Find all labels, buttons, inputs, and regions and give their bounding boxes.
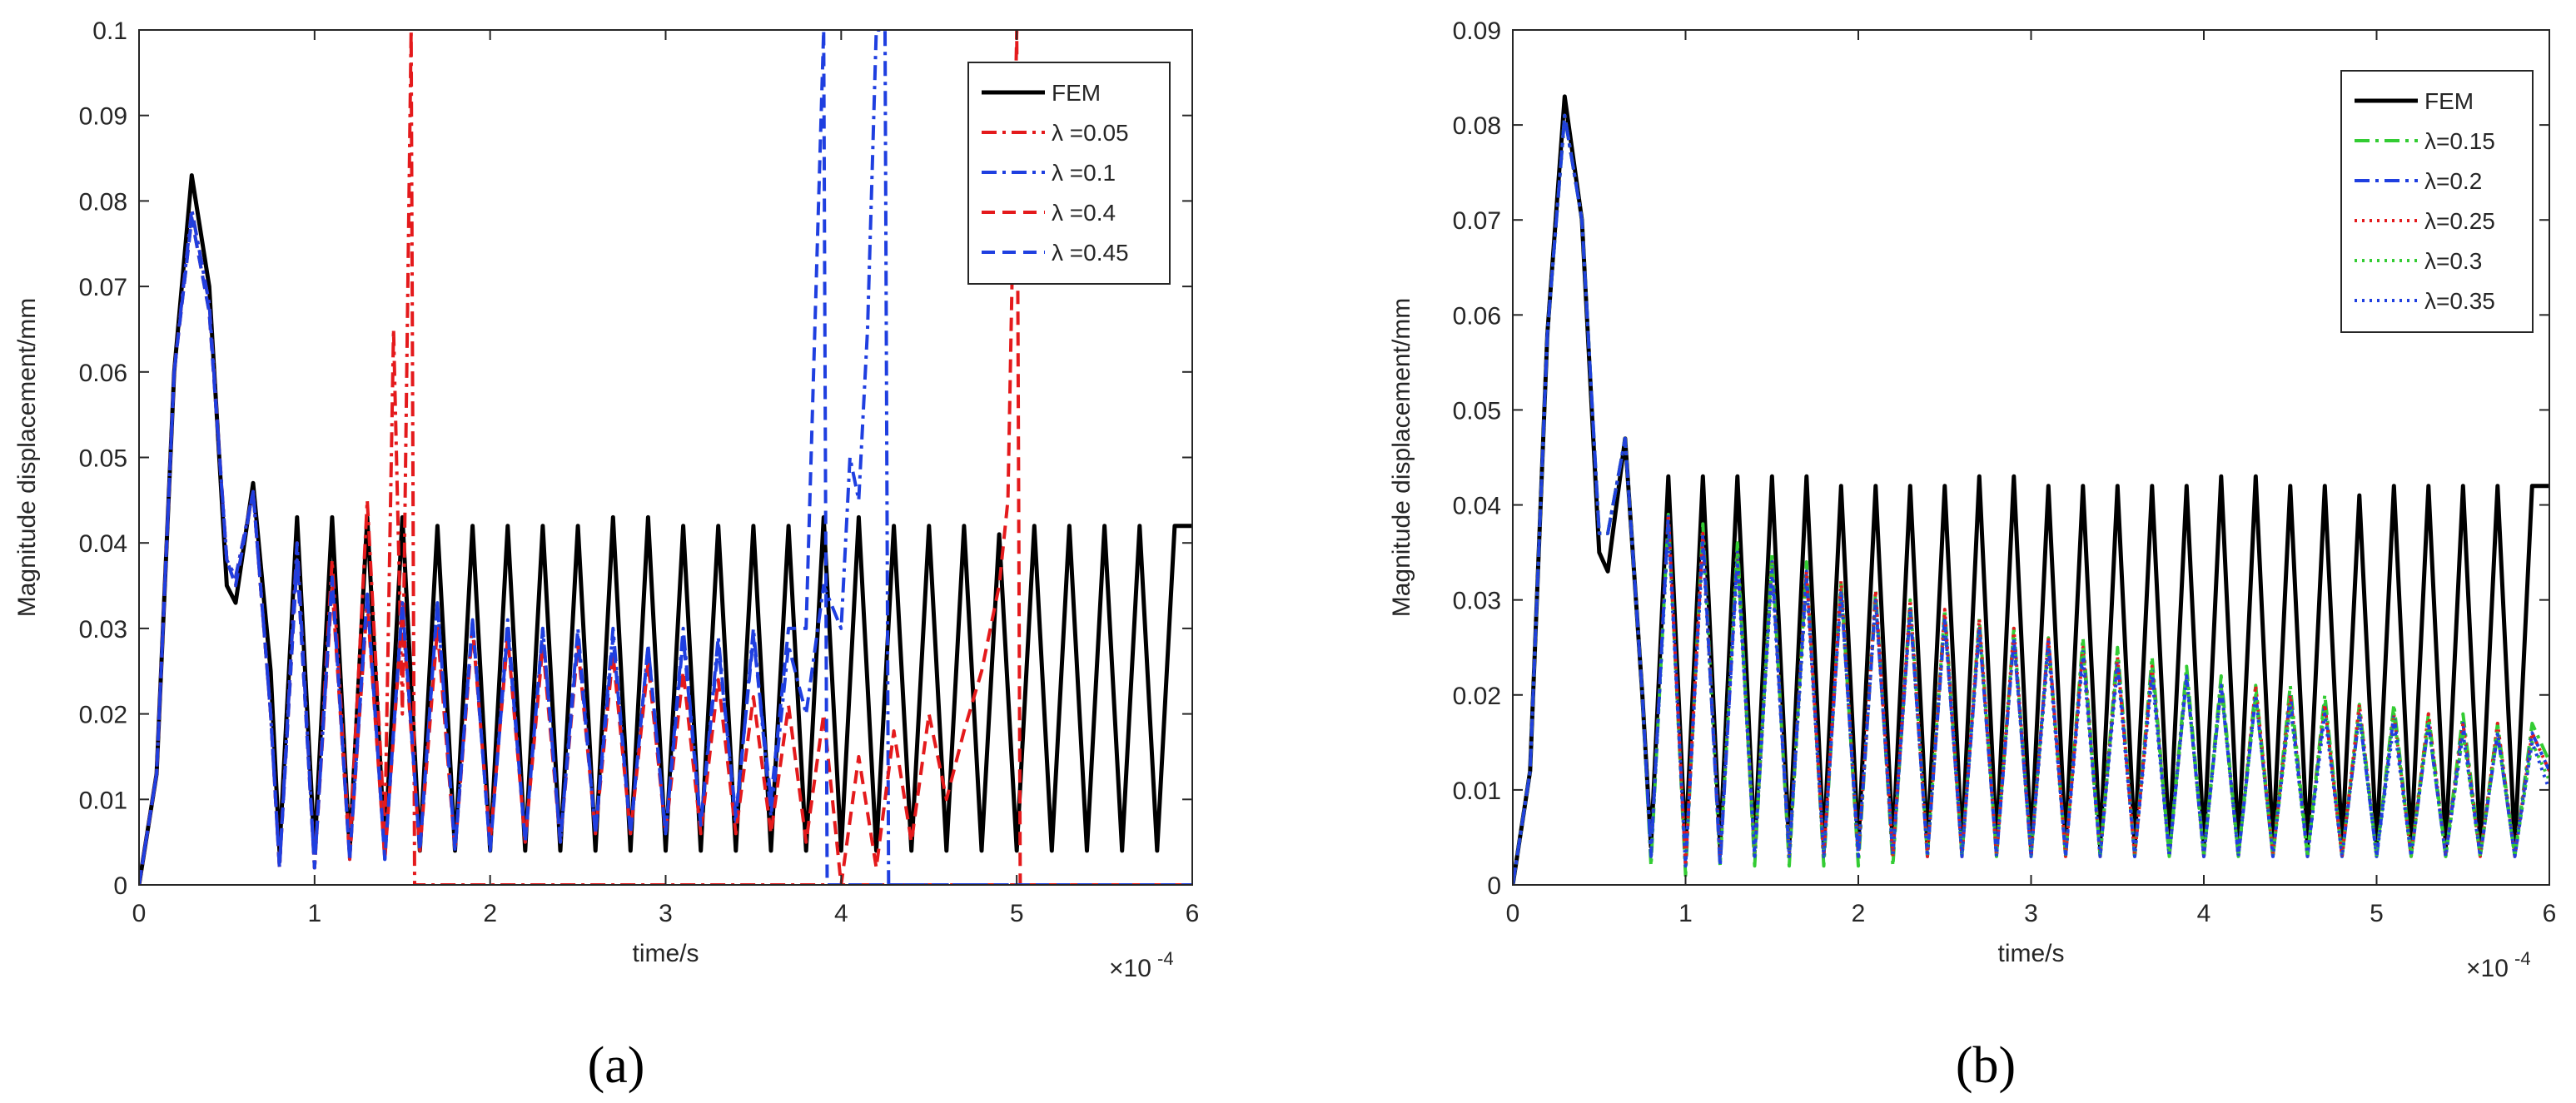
- y-tick-label: 0.07: [79, 274, 127, 301]
- x-tick-label: 1: [1678, 900, 1693, 927]
- x-tick-label: 1: [307, 900, 321, 927]
- series-group: [1513, 94, 2549, 885]
- x-multiplier-exponent: -4: [2514, 948, 2531, 969]
- x-tick-label: 3: [659, 900, 673, 927]
- y-tick-label: 0.06: [79, 360, 127, 387]
- legend-label-2: λ=0.2: [2424, 168, 2482, 194]
- y-tick-label: 0.1: [92, 17, 127, 45]
- series-line-4: [139, 30, 1192, 885]
- x-multiplier: ×10: [2466, 955, 2509, 982]
- series-line-3: [139, 30, 1192, 885]
- x-tick-label: 6: [1186, 900, 1200, 927]
- y-axis-label: Magnitude displacement/mm: [13, 298, 41, 618]
- y-tick-label: 0.08: [1453, 112, 1501, 140]
- series-line-0: [1513, 94, 2549, 885]
- x-tick-label: 5: [2370, 900, 2384, 927]
- y-axis-label: Magnitude displacement/mm: [1388, 298, 1415, 618]
- series-line-2: [1513, 113, 2549, 885]
- y-tick-label: 0.03: [1453, 588, 1501, 615]
- y-tick-label: 0: [113, 872, 127, 900]
- y-tick-label: 0.08: [79, 188, 127, 216]
- x-tick-label: 0: [132, 900, 147, 927]
- legend-label-3: λ=0.25: [2424, 208, 2495, 234]
- legend-label-0: FEM: [1052, 80, 1101, 106]
- y-tick-label: 0: [1487, 872, 1501, 900]
- legend-label-0: FEM: [2424, 88, 2474, 114]
- y-tick-label: 0.01: [1453, 778, 1501, 805]
- legend-box: [967, 62, 1171, 285]
- x-axis-label: time/s: [632, 940, 699, 967]
- y-tick-label: 0.06: [1453, 302, 1501, 330]
- legend-label-2: λ =0.1: [1052, 160, 1116, 186]
- legend-label-1: λ =0.05: [1052, 120, 1129, 146]
- y-tick-label: 0.09: [79, 103, 127, 131]
- legend-label-4: λ =0.45: [1052, 240, 1129, 266]
- y-tick-label: 0.02: [79, 702, 127, 729]
- x-tick-label: 5: [1010, 900, 1024, 927]
- legend-label-3: λ =0.4: [1052, 200, 1116, 226]
- x-axis-label: time/s: [1997, 940, 2064, 967]
- x-multiplier-exponent: -4: [1157, 948, 1174, 969]
- x-tick-label: 2: [1852, 900, 1866, 927]
- y-tick-label: 0.09: [1453, 17, 1501, 45]
- y-tick-label: 0.04: [79, 530, 127, 558]
- legend-label-5: λ=0.35: [2424, 288, 2495, 314]
- y-tick-label: 0.04: [1453, 493, 1501, 520]
- y-tick-label: 0.05: [1453, 397, 1501, 425]
- panel-label: (a): [588, 1037, 645, 1094]
- x-tick-label: 6: [2543, 900, 2557, 927]
- panel-a: 0 1 2 3 4 5 6 0 0.01 0.02 0.03 0.04 0.05 0.06 0.07 0.08…: [13, 17, 1199, 1094]
- y-tick-label: 0.03: [79, 616, 127, 643]
- series-line-5: [1513, 113, 2549, 885]
- x-tick-label: 4: [2197, 900, 2211, 927]
- x-tick-label: 0: [1506, 900, 1520, 927]
- y-tick-label: 0.05: [79, 445, 127, 473]
- y-tick-label: 0.02: [1453, 683, 1501, 710]
- legend-label-1: λ=0.15: [2424, 128, 2495, 154]
- legend-box: [2340, 70, 2534, 333]
- legend-label-4: λ=0.3: [2424, 248, 2482, 274]
- panel-label: (b): [1956, 1037, 2016, 1094]
- x-tick-label: 2: [483, 900, 497, 927]
- panel-b: 0 1 2 3 4 5 6 0 0.01 0.02 0.03 0.04 0.05 0.06 0.07 0.08…: [1388, 17, 2556, 1094]
- x-tick-label: 4: [834, 900, 848, 927]
- series-group: [139, 30, 1192, 885]
- x-tick-label: 3: [2024, 900, 2038, 927]
- y-tick-label: 0.01: [79, 787, 127, 814]
- x-multiplier: ×10: [1109, 955, 1151, 982]
- y-tick-label: 0.07: [1453, 207, 1501, 235]
